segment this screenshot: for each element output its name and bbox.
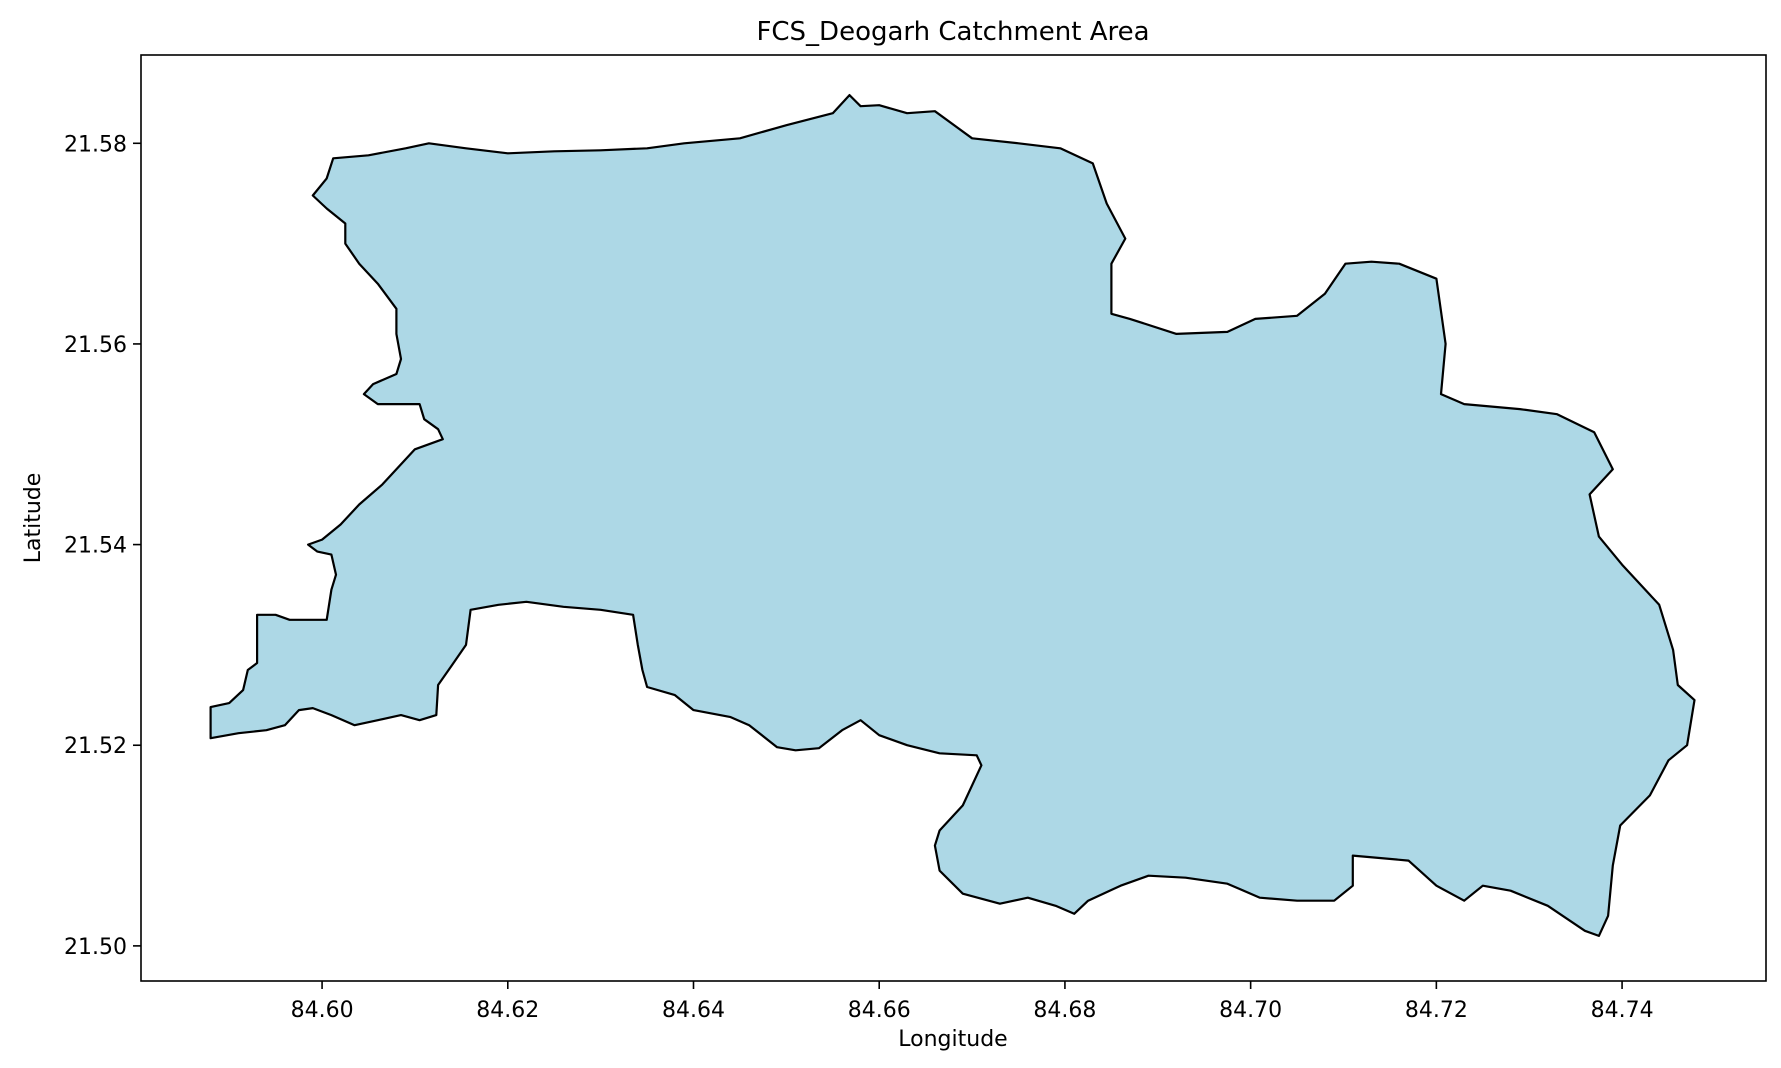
x-tick-label: 84.60 (291, 998, 354, 1023)
map-title: FCS_Deogarh Catchment Area (756, 17, 1149, 47)
y-tick-label: 21.58 (64, 132, 127, 157)
x-tick-label: 84.72 (1405, 998, 1468, 1023)
x-axis-ticks: 84.60 84.62 84.64 84.66 84.68 84.70 84.72 84.74 (291, 981, 1654, 1023)
x-tick-label: 84.74 (1591, 998, 1654, 1023)
y-tick-label: 21.54 (64, 534, 127, 559)
axes-frame (140, 54, 1767, 982)
x-tick-label: 84.66 (848, 998, 911, 1023)
x-axis-label: Longitude (898, 1027, 1007, 1052)
x-tick-label: 84.64 (662, 998, 725, 1023)
y-tick-label: 21.50 (64, 935, 127, 960)
x-tick-label: 84.70 (1219, 998, 1282, 1023)
y-tick-label: 21.52 (64, 734, 127, 759)
x-tick-label: 84.62 (476, 998, 539, 1023)
y-axis-ticks: 21.50 21.52 21.54 21.56 21.58 (64, 132, 141, 960)
x-tick-label: 84.68 (1033, 998, 1096, 1023)
y-axis-label: Latitude (21, 473, 46, 564)
y-tick-label: 21.56 (64, 333, 127, 358)
plot-area (140, 54, 1767, 982)
catchment-polygon (209, 94, 1696, 937)
